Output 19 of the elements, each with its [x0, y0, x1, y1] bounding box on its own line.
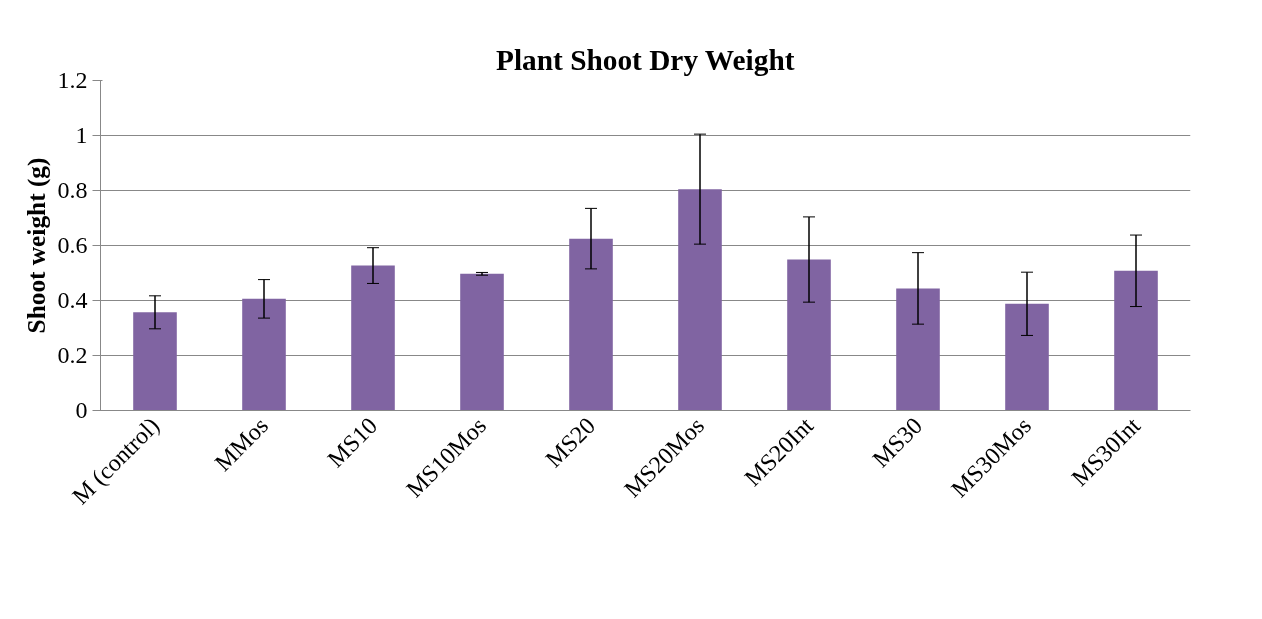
y-tick-label: 0 — [75, 397, 88, 423]
bar — [1114, 270, 1158, 411]
chart-title: Plant Shoot Dry Weight — [496, 43, 795, 76]
y-tick-label: 0.8 — [57, 177, 88, 203]
y-tick-label: 0.2 — [57, 342, 88, 368]
bar — [133, 312, 177, 411]
bar — [242, 298, 286, 411]
bar — [1005, 303, 1049, 411]
bar — [351, 265, 395, 411]
y-tick-label: 0.6 — [57, 232, 88, 258]
y-axis-title: Shoot weight (g) — [21, 157, 51, 334]
y-tick-label: 0.4 — [57, 287, 88, 313]
bar — [787, 259, 831, 411]
bar — [896, 288, 940, 411]
y-tick-label: 1 — [75, 122, 88, 148]
bar — [460, 273, 504, 411]
y-tick-label: 1.2 — [57, 67, 88, 93]
bar — [569, 238, 613, 411]
bar — [678, 189, 722, 411]
